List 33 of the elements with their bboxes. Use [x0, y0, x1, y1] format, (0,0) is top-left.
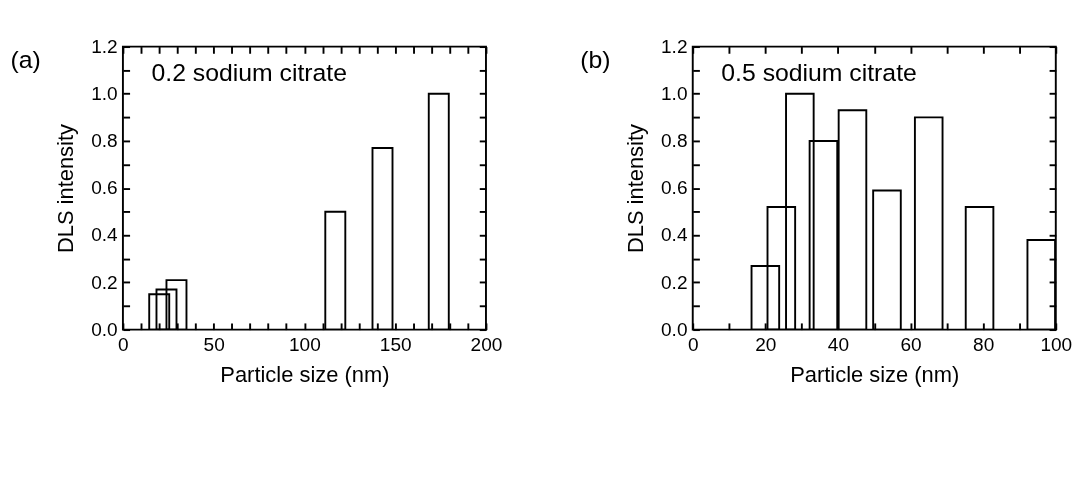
x-tick-label: 0 — [118, 334, 129, 356]
y-axis-title: DLS intensity — [622, 124, 648, 254]
x-tick-label: 60 — [900, 334, 922, 356]
y-tick-label: 0.8 — [91, 130, 118, 152]
y-tick-label: 0.2 — [661, 271, 688, 293]
text: (a) — [10, 45, 41, 73]
annotation: 0.2 sodium citrate — [151, 58, 347, 86]
y-tick-label: 1.2 — [91, 35, 118, 57]
x-axis-title: Particle size (nm) — [790, 361, 960, 387]
x-tick-label: 100 — [289, 334, 321, 356]
annotation: 0.5 sodium citrate — [721, 58, 917, 86]
x-tick-label: 50 — [203, 334, 225, 356]
y-tick-label: 1.0 — [91, 82, 118, 104]
y-axis-title: DLS intensity — [53, 124, 79, 254]
x-axis-title: Particle size (nm) — [220, 361, 390, 387]
y-tick-label: 1.0 — [661, 82, 688, 104]
x-tick-label: 40 — [827, 334, 850, 356]
x-tick-label: 100 — [1040, 334, 1073, 356]
x-tick-label: 200 — [470, 334, 503, 356]
x-tick-label: 150 — [379, 334, 412, 356]
x-tick-label: 80 — [973, 334, 995, 356]
x-tick-label: 0 — [687, 334, 699, 356]
y-tick-label: 0.4 — [661, 224, 688, 246]
y-tick-label: 0.6 — [91, 177, 118, 199]
y-tick-label: 0.6 — [661, 177, 688, 199]
y-tick-label: 0.2 — [91, 271, 118, 293]
y-tick-label: 1.2 — [661, 35, 688, 57]
y-tick-label: 0.8 — [661, 130, 688, 152]
y-tick-label: 0.0 — [91, 318, 118, 340]
y-tick-label: 0.4 — [91, 224, 119, 246]
y-tick-label: 0.0 — [661, 318, 688, 340]
x-tick-label: 20 — [755, 334, 777, 356]
text: (b) — [580, 45, 611, 73]
